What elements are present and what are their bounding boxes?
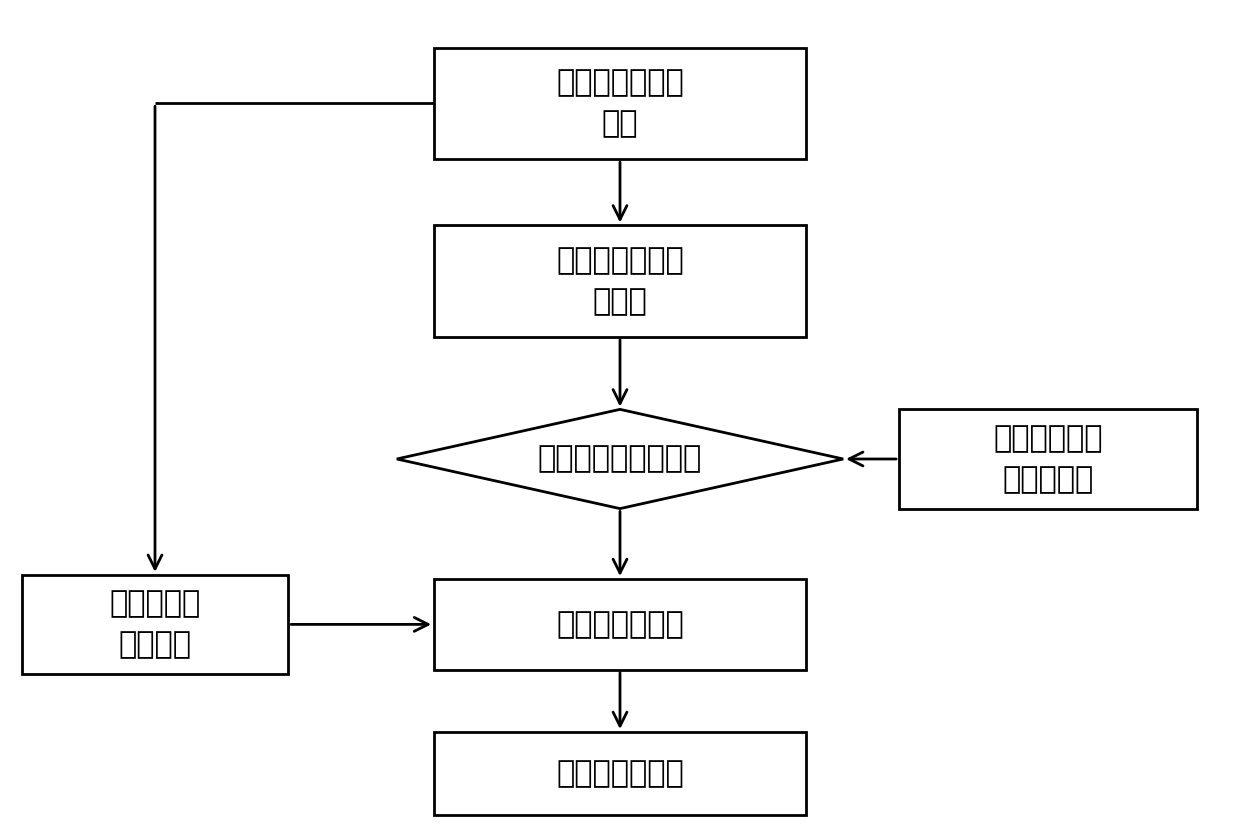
Text: 弯管处速度、位
置计算: 弯管处速度、位 置计算 <box>556 246 684 316</box>
Bar <box>899 409 1197 509</box>
Bar <box>434 48 806 159</box>
Bar <box>434 579 806 670</box>
Text: 里程计输出速度
信息: 里程计输出速度 信息 <box>556 69 684 138</box>
Text: 管道转弯角计算: 管道转弯角计算 <box>556 609 684 639</box>
Bar <box>434 732 806 815</box>
Text: 管道测绘三维图: 管道测绘三维图 <box>556 758 684 788</box>
Polygon shape <box>397 409 843 509</box>
Text: 机器人转弯方向判定: 机器人转弯方向判定 <box>538 444 702 474</box>
Text: 三轮行进距离
差除以轴距: 三轮行进距离 差除以轴距 <box>993 424 1102 494</box>
Text: 里程计行进
距离信息: 里程计行进 距离信息 <box>109 590 201 659</box>
Bar <box>434 225 806 337</box>
Bar <box>22 575 288 674</box>
